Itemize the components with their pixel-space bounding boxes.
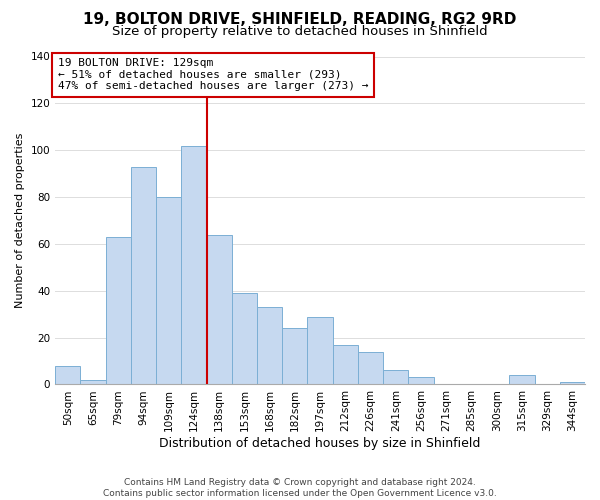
Bar	[257, 307, 282, 384]
Text: Size of property relative to detached houses in Shinfield: Size of property relative to detached ho…	[112, 25, 488, 38]
Bar	[332, 344, 358, 385]
Bar	[131, 166, 156, 384]
Bar	[80, 380, 106, 384]
Bar	[409, 378, 434, 384]
Bar	[232, 293, 257, 384]
X-axis label: Distribution of detached houses by size in Shinfield: Distribution of detached houses by size …	[160, 437, 481, 450]
Bar	[106, 237, 131, 384]
Bar	[181, 146, 206, 384]
Bar	[383, 370, 409, 384]
Bar	[55, 366, 80, 384]
Text: Contains HM Land Registry data © Crown copyright and database right 2024.
Contai: Contains HM Land Registry data © Crown c…	[103, 478, 497, 498]
Bar	[307, 316, 332, 384]
Y-axis label: Number of detached properties: Number of detached properties	[15, 133, 25, 308]
Bar	[206, 234, 232, 384]
Bar	[358, 352, 383, 384]
Bar	[156, 197, 181, 384]
Text: 19, BOLTON DRIVE, SHINFIELD, READING, RG2 9RD: 19, BOLTON DRIVE, SHINFIELD, READING, RG…	[83, 12, 517, 28]
Bar	[560, 382, 585, 384]
Text: 19 BOLTON DRIVE: 129sqm
← 51% of detached houses are smaller (293)
47% of semi-d: 19 BOLTON DRIVE: 129sqm ← 51% of detache…	[58, 58, 368, 92]
Bar	[282, 328, 307, 384]
Bar	[509, 375, 535, 384]
